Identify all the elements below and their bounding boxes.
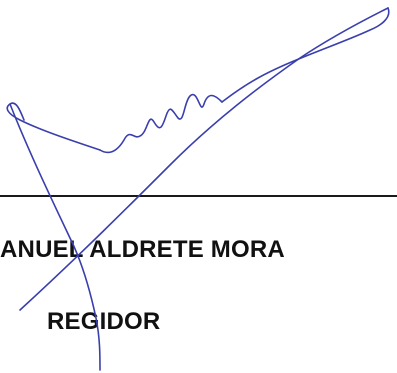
signature-stroke-waves <box>99 93 223 154</box>
signature-stroke-main <box>19 7 389 311</box>
signer-name: ANUEL ALDRETE MORA <box>0 236 285 263</box>
signature-stroke-hook <box>221 7 390 103</box>
signature-line <box>0 195 397 197</box>
signer-title: REGIDOR <box>47 308 161 335</box>
signature-stroke-loop <box>6 102 101 151</box>
